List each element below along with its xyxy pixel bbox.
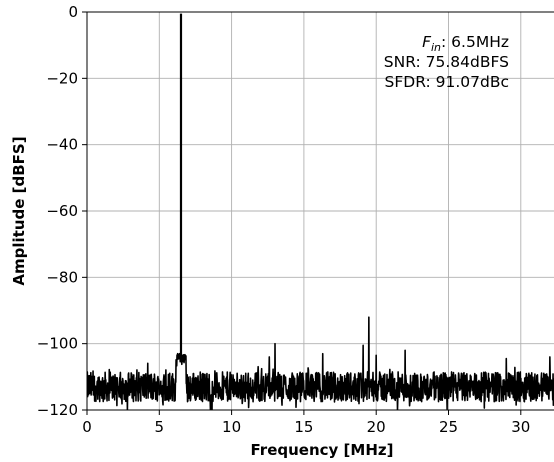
x-tick-label: 0 bbox=[82, 418, 92, 436]
grid-lines bbox=[87, 12, 554, 410]
spectrum-series-line bbox=[87, 316, 554, 410]
y-tick-label: −80 bbox=[46, 268, 78, 286]
x-tick-label: 5 bbox=[155, 418, 165, 436]
x-tick-label: 30 bbox=[511, 418, 530, 436]
annotation-sfdr: SFDR: 91.07dBc bbox=[385, 73, 510, 91]
y-tick-label: 0 bbox=[68, 3, 78, 21]
x-tick-label: 25 bbox=[439, 418, 458, 436]
fin-symbol: F bbox=[422, 33, 432, 51]
y-tick-label: −120 bbox=[37, 401, 78, 419]
plot-area bbox=[87, 13, 554, 410]
x-tick-label: 20 bbox=[367, 418, 386, 436]
fin-value: : 6.5MHz bbox=[441, 33, 509, 51]
y-tick-label: −40 bbox=[46, 136, 78, 154]
fin-subscript: in bbox=[431, 41, 441, 54]
x-axis-ticks: 0 5 10 15 20 25 30 bbox=[82, 410, 530, 436]
x-tick-label: 15 bbox=[294, 418, 313, 436]
y-axis-title: Amplitude [dBFS] bbox=[10, 136, 28, 285]
y-tick-label: −20 bbox=[46, 69, 78, 87]
y-tick-label: −100 bbox=[37, 335, 78, 353]
x-axis-title: Frequency [MHz] bbox=[251, 441, 394, 459]
x-tick-label: 10 bbox=[222, 418, 241, 436]
annotation-box: Fin: 6.5MHz SNR: 75.84dBFS SFDR: 91.07dB… bbox=[384, 33, 509, 91]
annotation-fin: Fin: 6.5MHz bbox=[422, 33, 509, 54]
y-tick-label: −60 bbox=[46, 202, 78, 220]
y-axis-ticks: 0 −20 −40 −60 −80 −100 −120 bbox=[37, 3, 87, 419]
annotation-snr: SNR: 75.84dBFS bbox=[384, 53, 509, 71]
